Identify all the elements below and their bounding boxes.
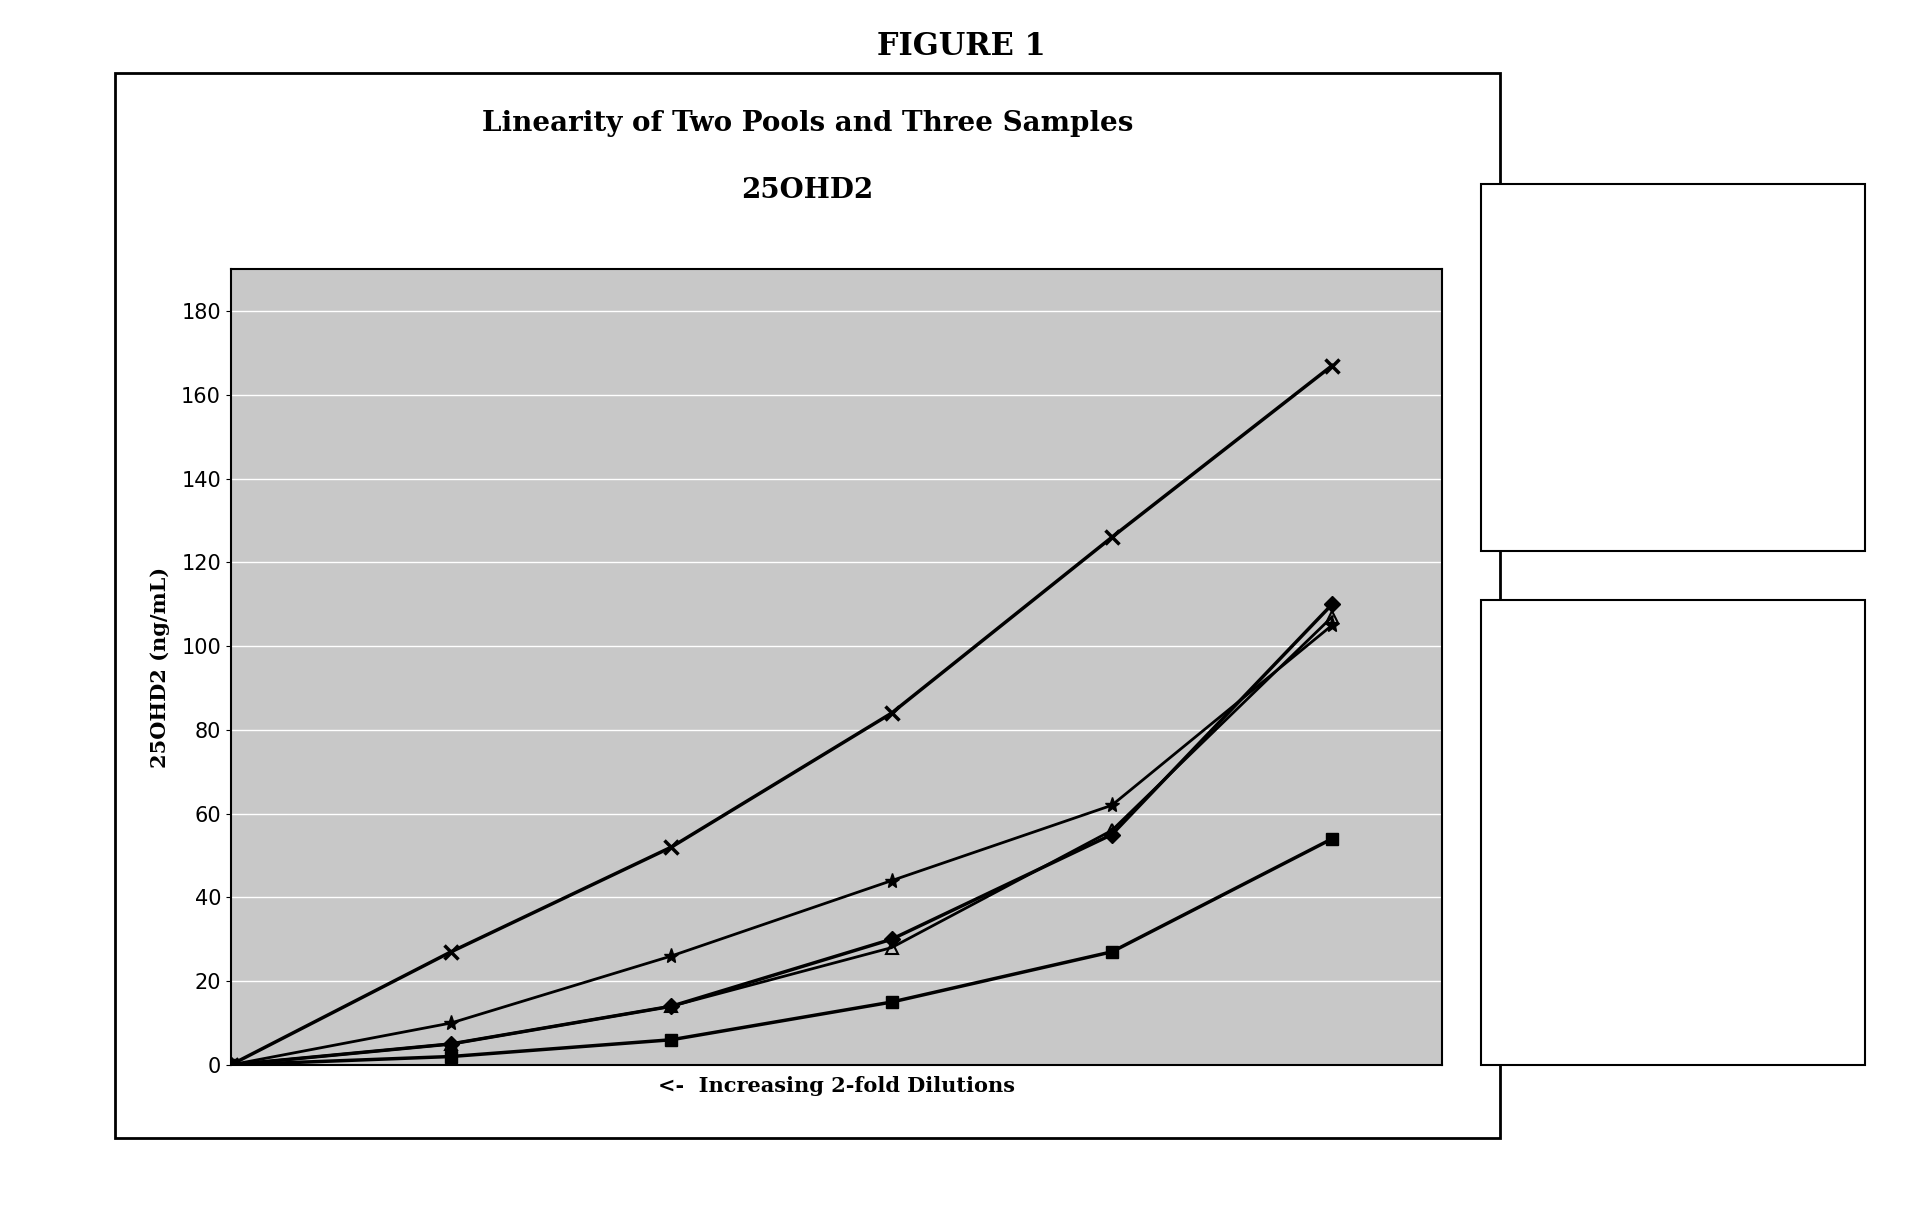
Text: Med QC: Med QC xyxy=(1542,291,1617,308)
Text: R2 = 0.997: R2 = 0.997 xyxy=(1542,638,1669,660)
Text: R2 = 0.997: R2 = 0.997 xyxy=(1542,730,1669,752)
Text: x: x xyxy=(1510,913,1521,935)
Text: Linearity of Two Pools and Three Samples: Linearity of Two Pools and Three Samples xyxy=(483,110,1133,137)
Text: *: * xyxy=(1510,1004,1521,1028)
Text: Patient Sample #1: Patient Sample #1 xyxy=(1542,359,1713,376)
Text: ■: ■ xyxy=(1506,290,1525,310)
Text: △: △ xyxy=(1508,357,1523,377)
Text: Patient Sample #2: Patient Sample #2 xyxy=(1542,426,1713,443)
Text: Patient Sample #3: Patient Sample #3 xyxy=(1542,493,1713,510)
Text: ■: ■ xyxy=(1506,731,1525,750)
Text: x: x xyxy=(1510,424,1521,446)
Text: FIGURE 1: FIGURE 1 xyxy=(877,31,1046,61)
Text: *: * xyxy=(1510,490,1521,514)
Text: R2 = 0.972: R2 = 0.972 xyxy=(1542,913,1669,935)
Text: 25OHD2: 25OHD2 xyxy=(742,177,873,204)
Text: ◆: ◆ xyxy=(1508,639,1523,659)
Text: ◆: ◆ xyxy=(1508,223,1523,242)
Y-axis label: 25OHD2 (ng/mL): 25OHD2 (ng/mL) xyxy=(150,567,169,767)
Text: R2 = 0.993: R2 = 0.993 xyxy=(1542,821,1669,843)
Text: △: △ xyxy=(1508,823,1523,842)
X-axis label: <-  Increasing 2-fold Dilutions: <- Increasing 2-fold Dilutions xyxy=(658,1076,1015,1095)
Text: R2 = 0.972: R2 = 0.972 xyxy=(1542,1005,1669,1027)
Text: High QC: High QC xyxy=(1542,224,1621,241)
